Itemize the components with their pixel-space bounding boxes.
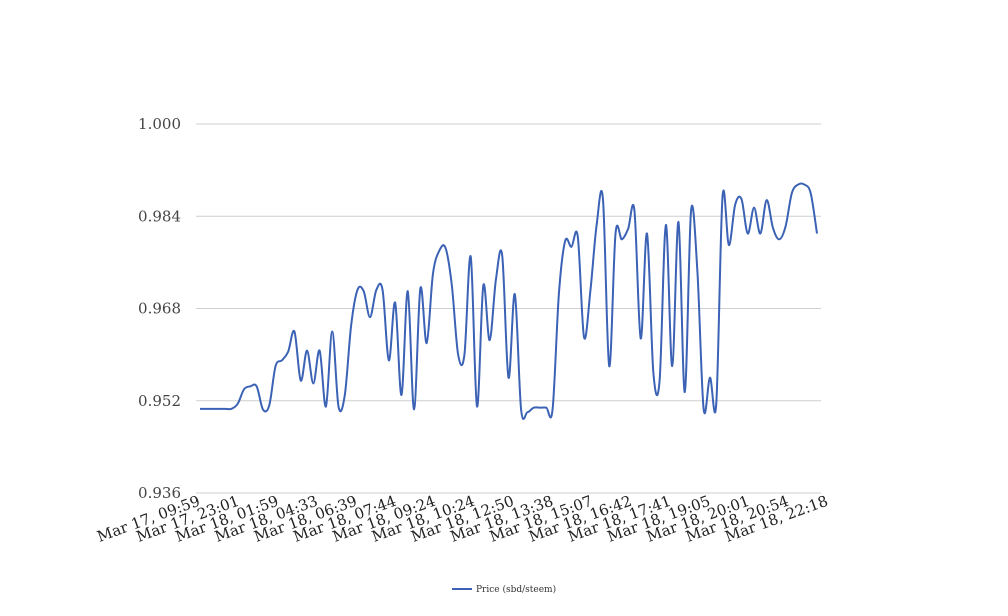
legend-label-price: Price (sbd/steem): [476, 584, 556, 595]
y-tick-label-0: 0.936: [138, 484, 181, 502]
y-tick-label-4: 1.000: [138, 115, 181, 133]
legend: Price (sbd/steem): [452, 584, 556, 595]
series-line-0: [200, 182, 818, 421]
y-tick-label-3: 0.984: [138, 207, 181, 225]
series-layer: [200, 182, 818, 421]
y-tick-label-1: 0.952: [138, 392, 181, 410]
y-tick-label-2: 0.968: [138, 300, 181, 318]
y-axis-ticks: 0.936 0.952 0.968 0.984 1.000: [138, 115, 181, 502]
gridlines: [196, 123, 821, 494]
